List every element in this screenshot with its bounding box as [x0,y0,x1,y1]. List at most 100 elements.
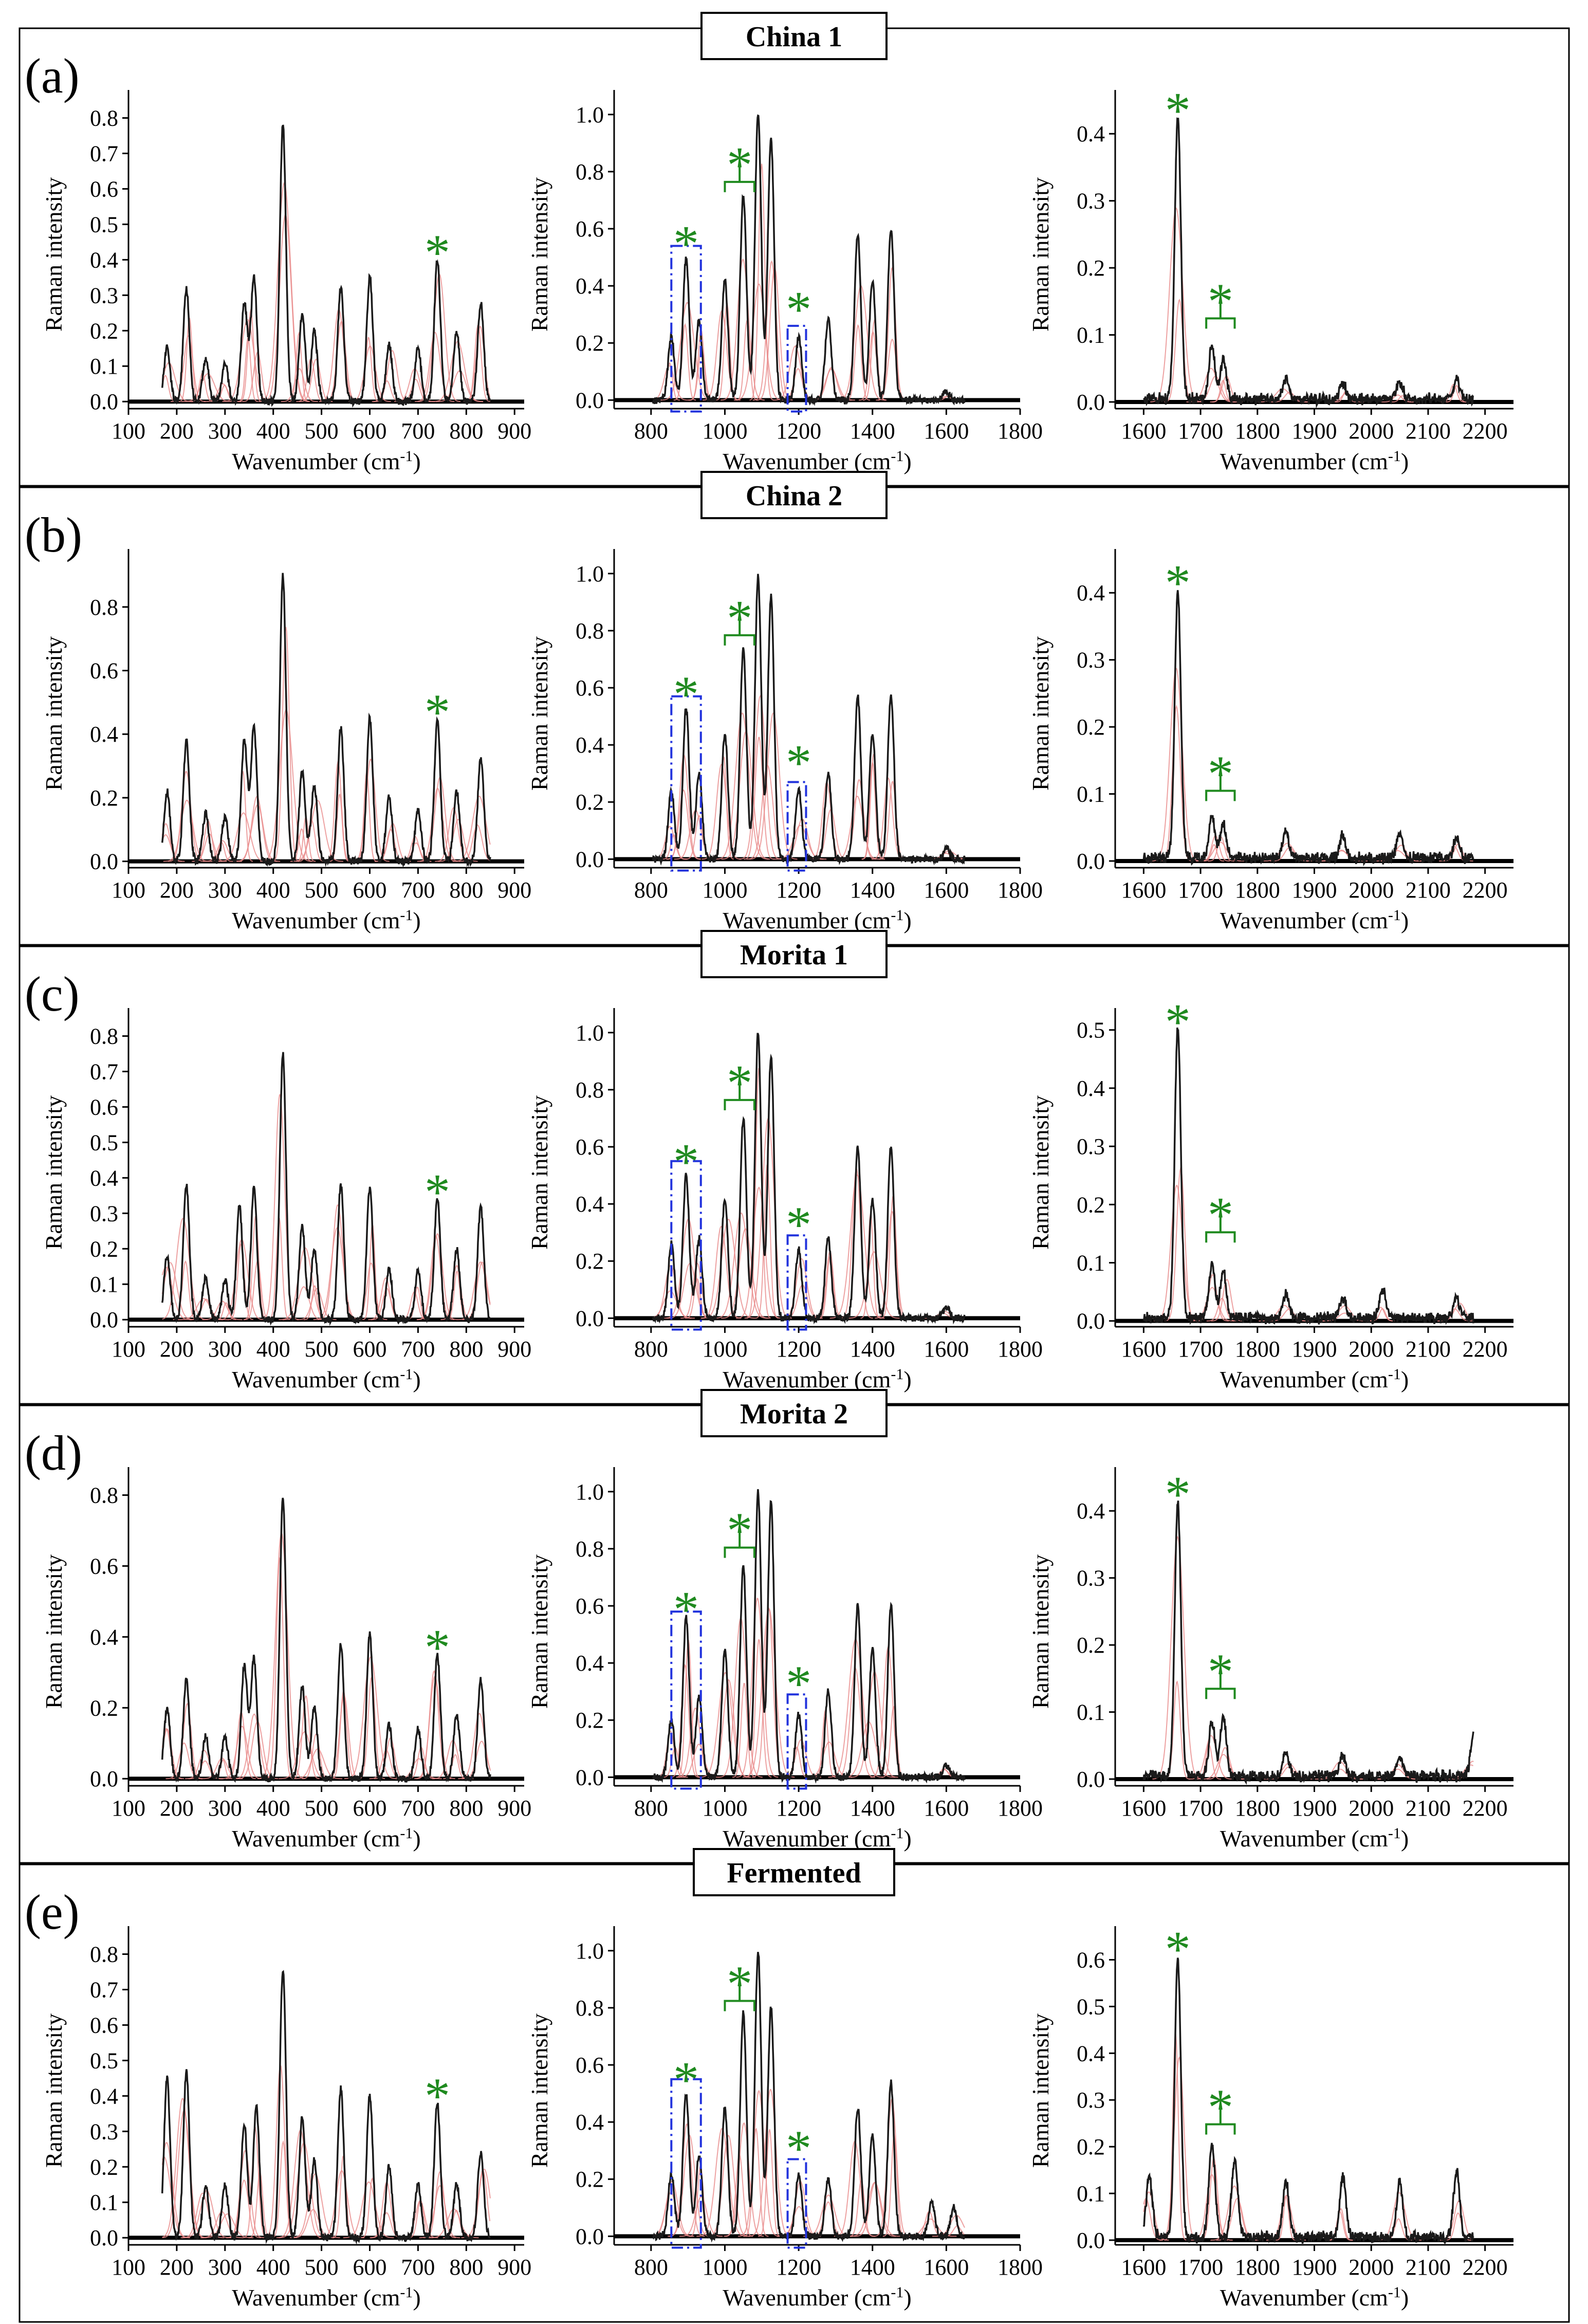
x-axis-label: Wavenumber (cm-1) [723,448,911,475]
y-axis-label: Raman intensity [1027,177,1054,332]
x-tick-label: 1000 [702,877,747,903]
panel-letter: (c) [25,966,80,1021]
component-curves [653,1068,962,1319]
y-tick-label: 0.7 [90,1977,118,2002]
y-tick-label: 0.6 [576,2053,604,2078]
component-curve [758,2129,781,2237]
x-tick-label: 800 [634,877,668,903]
y-tick-label: 0.0 [576,1306,604,1331]
component-curve [749,712,798,860]
x-axis-label: Wavenumber (cm-1) [232,2284,420,2311]
y-tick-label: 0.0 [576,388,604,413]
peak-marker: * [727,1502,752,1559]
y-tick-label: 0.0 [90,389,118,414]
spectrum-line [652,114,966,406]
y-tick-label: 1.0 [576,1020,604,1046]
peak-marker: * [424,1619,450,1676]
sample-title: Morita 2 [740,1398,848,1430]
x-tick-label: 1200 [776,2255,821,2280]
sample-title-box [700,1389,888,1437]
x-tick-label: 1800 [998,877,1043,903]
component-curve [1276,2196,1297,2241]
x-tick-label: 2200 [1463,1337,1508,1362]
y-tick-label: 0.2 [90,1695,118,1721]
component-curve [234,804,281,862]
spectrum-line [1142,1957,1474,2245]
x-tick-label: 900 [497,1337,531,1362]
x-axis-label-exp: -1 [400,907,413,924]
peak-marker: * [424,2067,450,2124]
x-tick-label: 400 [256,418,290,444]
y-tick-label: 1.0 [576,561,604,587]
y-axis-label: Raman intensity [526,636,552,791]
component-curve [739,694,782,860]
y-tick-label: 0.3 [90,1201,118,1226]
x-tick-label: 200 [160,877,194,903]
y-tick-label: 0.4 [1077,121,1105,147]
plot-high: 0.0 0.1 0.2 0.3 0.4 0.5 1600 1700 1800 1900 2000 21… [1027,993,1513,1393]
component-curve [746,1639,772,1778]
y-tick-label: 0.3 [90,283,118,308]
plot-mid: 0.0 0.2 0.4 0.6 0.8 1.0 800 1000 1200 1400 1600 180… [526,90,1043,474]
component-curve [734,283,784,401]
plot-mid: 0.0 0.2 0.4 0.6 0.8 1.0 800 1000 1200 1400 1600 180… [526,1467,1043,1852]
spectrum-line [652,574,966,866]
x-axis-label: Wavenumber (cm-1) [723,2284,911,2311]
component-curves [161,182,491,402]
peak-marker: * [1208,745,1233,802]
x-tick-label: 600 [353,1337,387,1362]
y-tick-label: 1.0 [576,1479,604,1505]
y-tick-label: 0.8 [576,159,604,185]
y-tick-label: 0.4 [1077,580,1105,606]
peak-marker: * [1165,82,1191,139]
x-tick-label: 2100 [1406,2255,1451,2280]
spectrum-line [161,124,491,408]
y-tick-label: 0.1 [90,1272,118,1297]
component-curve [1390,395,1414,402]
y-tick-label: 0.3 [1077,189,1105,214]
y-tick-label: 0.1 [90,2190,118,2215]
x-axis-label: Wavenumber (cm-1) [232,448,420,475]
x-tick-label: 700 [401,1337,435,1362]
x-tick-label: 100 [112,418,145,444]
panel-letter: (d) [25,1425,82,1480]
component-curves [161,627,491,862]
x-tick-label: 800 [449,877,483,903]
component-curve [265,1557,294,1780]
peak-marker: * [727,1955,752,2012]
y-tick-label: 0.0 [1077,1767,1105,1792]
peak-marker: * [424,684,450,741]
x-tick-label: 1000 [702,1337,747,1362]
x-tick-label: 2200 [1463,877,1508,903]
spectrum-line [1142,1500,1474,1785]
x-tick-label: 2200 [1463,1796,1508,1821]
peak-bracket [724,1985,755,2011]
x-tick-label: 1700 [1178,1796,1223,1821]
peak-marker: * [1165,1920,1191,1978]
x-tick-label: 400 [256,2255,290,2280]
component-curve [220,1726,263,1780]
row-frame [19,27,1570,487]
highlight-box [786,1693,807,1790]
component-curve [1152,668,1200,862]
x-tick-label: 200 [160,418,194,444]
x-tick-label: 800 [449,1796,483,1821]
y-axis-label: Raman intensity [41,1095,67,1250]
plot-high: 0.0 0.1 0.2 0.3 0.4 1600 1700 1800 1900 2000 2100 2… [1027,82,1513,474]
y-axis-label: Raman intensity [526,1554,552,1709]
y-tick-label: 0.4 [1077,1498,1105,1524]
component-curve [1191,2174,1233,2241]
y-tick-label: 0.2 [1077,2134,1105,2160]
y-tick-label: 0.1 [1077,1250,1105,1275]
x-axis-label-close: ) [413,448,420,474]
x-tick-label: 1900 [1292,1796,1337,1821]
x-tick-label: 800 [449,418,483,444]
x-axis-label-close: ) [413,907,420,934]
x-tick-label: 1000 [702,418,747,444]
y-tick-label: 0.4 [576,273,604,299]
x-tick-label: 1800 [1235,2255,1280,2280]
peak-bracket [1205,1217,1236,1243]
y-tick-label: 0.4 [90,1624,118,1650]
component-curve [161,362,193,402]
y-tick-label: 0.6 [90,658,118,683]
